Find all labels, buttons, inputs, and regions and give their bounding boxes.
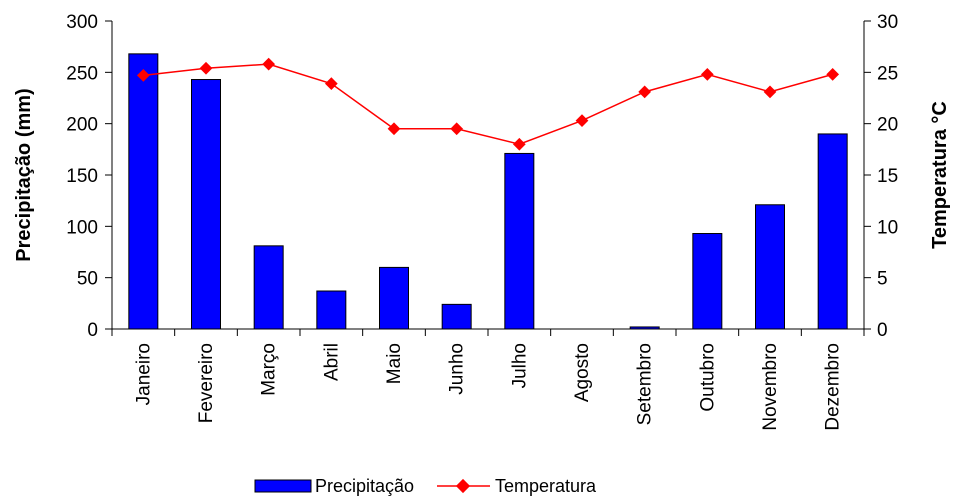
y2-tick-label: 0: [877, 320, 888, 341]
y2-tick-label: 5: [877, 269, 888, 290]
temperature-point-abril: [324, 77, 338, 90]
y-axis-title: Precipitação (mm): [13, 88, 35, 261]
temperature-point-maio: [387, 122, 401, 136]
legend-temperature-label: Temperatura: [495, 476, 597, 496]
y2-tick-label: 30: [877, 12, 898, 33]
y-tick-label: 250: [66, 63, 98, 84]
x-tick-label: Julho: [509, 343, 530, 388]
legend: Precipitação Temperatura: [254, 476, 597, 496]
left-axis-ticks: 0 50 100 150 200 250 300: [66, 12, 112, 341]
y-tick-label: 100: [66, 217, 98, 238]
y2-tick-label: 15: [877, 166, 898, 187]
legend-temperature-marker: [455, 478, 471, 494]
y2-axis-title: Temperatura °C: [929, 101, 951, 249]
bar-janeiro: [128, 53, 159, 330]
x-tick-label: Março: [259, 343, 280, 396]
bar-abril: [316, 290, 347, 330]
x-tick-label: Novembro: [760, 343, 781, 431]
temperature-point-julho: [512, 137, 526, 151]
bar-março: [253, 245, 284, 330]
temperature-point-junho: [450, 122, 464, 136]
y2-tick-label: 20: [877, 115, 898, 136]
temperature-point-janeiro: [136, 69, 150, 82]
y-tick-label: 50: [77, 269, 98, 290]
category-labels: Janeiro Fevereiro Março Abril Maio Junho Julho…: [133, 343, 843, 431]
y-tick-label: 0: [87, 320, 98, 341]
x-tick-label: Dezembro: [823, 343, 844, 431]
temperature-point-outubro: [700, 68, 714, 81]
y-tick-label: 200: [66, 115, 98, 136]
x-tick-label: Agosto: [572, 343, 593, 402]
x-tick-label: Abril: [321, 343, 342, 381]
temperature-point-fevereiro: [199, 61, 213, 75]
bar-junho: [441, 303, 472, 330]
y2-tick-label: 10: [877, 217, 898, 238]
legend-precipitation-swatch: [254, 479, 312, 493]
bar-outubro: [692, 233, 723, 330]
bar-julho: [504, 152, 535, 330]
x-tick-label: Fevereiro: [196, 343, 217, 423]
y-tick-label: 150: [66, 166, 98, 187]
temperature-point-dezembro: [826, 68, 840, 81]
temperature-point-setembro: [638, 85, 652, 99]
bar-novembro: [755, 204, 785, 330]
temperature-point-agosto: [575, 114, 589, 127]
temperature-point-março: [262, 57, 276, 71]
x-tick-label: Junho: [447, 343, 468, 395]
temperature-line: [136, 57, 840, 151]
temperature-polyline: [143, 63, 833, 145]
y-tick-label: 300: [66, 12, 98, 33]
axes: [111, 21, 865, 336]
x-tick-label: Outubro: [697, 343, 718, 412]
x-tick-label: Setembro: [635, 343, 656, 425]
bar-maio: [379, 266, 409, 330]
legend-precipitation-label: Precipitação: [315, 476, 414, 496]
precipitation-bars: [128, 53, 848, 330]
bar-fevereiro: [191, 79, 221, 330]
x-tick-label: Janeiro: [133, 343, 154, 405]
x-tick-label: Maio: [384, 343, 405, 384]
y2-tick-label: 25: [877, 63, 898, 84]
right-axis-ticks: 0 5 10 15 20 25 30: [864, 12, 898, 341]
bar-dezembro: [817, 133, 848, 330]
temperature-point-novembro: [763, 85, 777, 99]
